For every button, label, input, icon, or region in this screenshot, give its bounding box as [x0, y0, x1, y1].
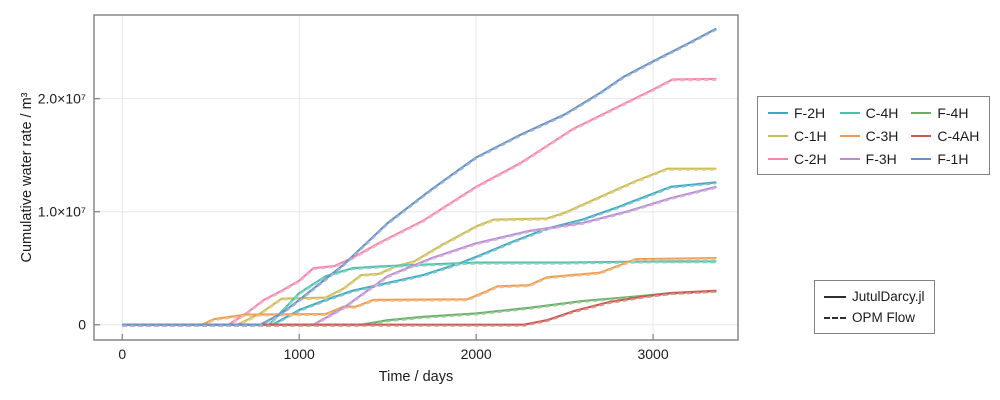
legend-item-c-4ah: C-4AH [911, 124, 979, 147]
legend-swatch-c-4ah-icon [911, 134, 932, 137]
line-c-3h-dashed [122, 258, 717, 327]
legend-item-f-4h: F-4H [911, 101, 979, 124]
legend-swatch-dashed-line-icon [824, 316, 846, 319]
legend-label: F-2H [794, 104, 826, 121]
legend-label: C-2H [794, 150, 827, 167]
legend-swatch-c-3h-icon [839, 134, 860, 137]
legend-swatch-c-2h-icon [768, 157, 788, 160]
legend-item-c-1h: C-1H [768, 124, 827, 147]
line-f-3h-dashed [122, 186, 717, 327]
line-c-4h-solid [122, 260, 717, 326]
plot-frame [93, 14, 739, 341]
legend-label: C-3H [865, 127, 899, 144]
x-tick-label: 3000 [637, 346, 668, 362]
line-c-2h-dashed [122, 78, 717, 327]
legend-item-f-2h: F-2H [768, 101, 827, 124]
line-c-3h-solid [122, 256, 717, 326]
legend-label: OPM Flow [852, 310, 916, 325]
legend-swatch-f-3h-icon [839, 157, 860, 160]
legend-item-c-4h: C-4H [839, 101, 899, 124]
legend-item-f-3h: F-3H [839, 147, 899, 170]
line-f-1h-dashed [122, 28, 717, 327]
series-layer [122, 27, 717, 327]
tick-layer: 0 1000 2000 3000 0 1.0×10⁷ 2.0×10⁷ [38, 91, 669, 362]
line-c-4h-dashed [122, 261, 717, 327]
x-axis-label: Time / days [379, 369, 453, 385]
line-f-2h-solid [122, 181, 717, 326]
y-tick-label: 1.0×10⁷ [38, 204, 86, 220]
legend-swatch-c-1h-icon [768, 134, 788, 137]
line-c-2h-solid [122, 77, 717, 326]
legend-item-c-3h: C-3H [839, 124, 899, 147]
legend-simulators: JutulDarcy.jl OPM Flow [814, 280, 935, 334]
line-f-1h-solid [122, 27, 717, 326]
legend-label: C-1H [794, 127, 827, 144]
legend-swatch-f-4h-icon [911, 111, 932, 114]
legend-label: F-4H [937, 104, 969, 121]
y-tick-label: 0 [78, 317, 86, 333]
legend-swatch-f-1h-icon [911, 157, 932, 160]
legend-swatch-c-4h-icon [839, 111, 860, 114]
legend-label: F-3H [865, 150, 897, 167]
line-c-4ah-dashed [122, 290, 717, 327]
legend-wells: F-2H C-1H C-2H C-4H C-3H F-3H F-4H C-4AH F-1H [757, 96, 991, 175]
legend-item-opm-flow: OPM Flow [824, 307, 925, 328]
y-axis-label: Cumulative water rate / m³ [19, 92, 35, 262]
legend-swatch-solid-line-icon [824, 295, 846, 298]
x-tick-label: 2000 [461, 346, 492, 362]
x-tick-label: 1000 [284, 346, 315, 362]
legend-label: C-4H [865, 104, 899, 121]
line-f-3h-solid [122, 185, 717, 326]
legend-item-f-1h: F-1H [911, 147, 979, 170]
legend-label: JutulDarcy.jl [852, 289, 925, 304]
y-tick-label: 2.0×10⁷ [38, 91, 86, 107]
line-c-1h-solid [122, 167, 717, 326]
legend-swatch-f-2h-icon [768, 111, 788, 114]
line-c-1h-dashed [122, 168, 717, 327]
grid-layer [94, 15, 738, 340]
legend-label: C-4AH [937, 127, 980, 144]
legend-item-c-2h: C-2H [768, 147, 827, 170]
x-tick-label: 0 [118, 346, 126, 362]
legend-label: F-1H [937, 150, 969, 167]
legend-item-jutuldarcy-jl: JutulDarcy.jl [824, 286, 925, 307]
line-f-2h-dashed [122, 182, 717, 327]
